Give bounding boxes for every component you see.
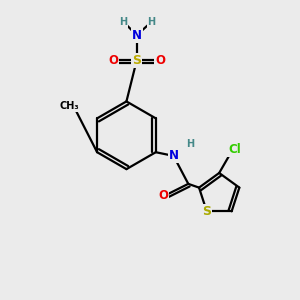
Text: O: O <box>158 189 168 202</box>
Text: CH₃: CH₃ <box>59 101 79 111</box>
Text: Cl: Cl <box>228 143 241 157</box>
Text: O: O <box>108 54 118 67</box>
Text: O: O <box>155 54 165 67</box>
Text: H: H <box>147 17 155 27</box>
Text: S: S <box>202 205 211 218</box>
Text: S: S <box>132 54 141 67</box>
Text: N: N <box>169 149 178 162</box>
Text: H: H <box>119 17 128 27</box>
Text: N: N <box>132 29 142 42</box>
Text: H: H <box>186 139 194 149</box>
